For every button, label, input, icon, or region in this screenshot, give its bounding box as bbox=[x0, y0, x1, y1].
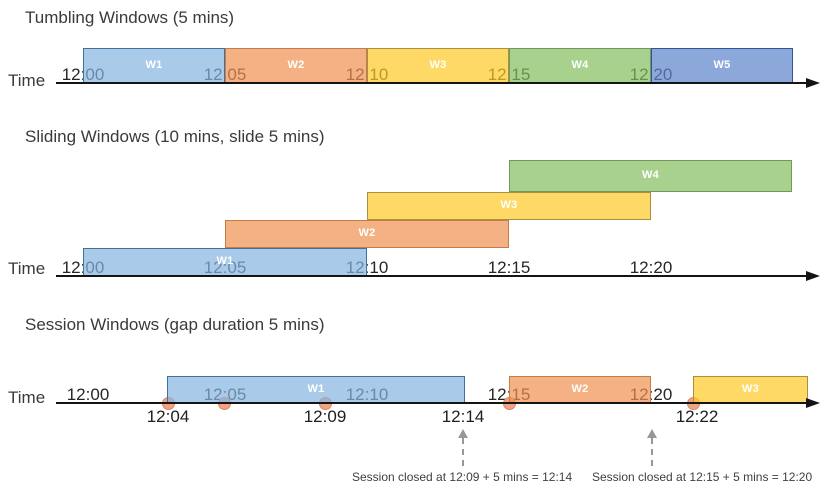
session-windows-window-w2 bbox=[509, 376, 651, 403]
session-windows-title: Session Windows (gap duration 5 mins) bbox=[25, 315, 325, 334]
session-time-axis-label: Time bbox=[8, 388, 46, 407]
sliding-windows-window-w2 bbox=[225, 220, 509, 248]
session-windows-callout-arrowhead-icon-0 bbox=[458, 429, 468, 438]
tumbling-windows-window-label-w1: W1 bbox=[145, 58, 163, 71]
tumbling-windows-window-label-w5: W5 bbox=[713, 58, 731, 71]
session-windows-callout-dashed-line-0 bbox=[462, 438, 464, 466]
sliding-windows-window-label-w2: W2 bbox=[358, 227, 376, 239]
session-windows-event-time-label-3: 12:22 bbox=[675, 407, 719, 426]
tumbling-windows-title: Tumbling Windows (5 mins) bbox=[25, 8, 235, 27]
sliding-windows-axis-line bbox=[56, 275, 806, 277]
sliding-windows-window-w1 bbox=[83, 248, 367, 276]
session-windows-axis-line bbox=[56, 402, 806, 404]
tumbling-windows-axis-arrowhead-icon bbox=[806, 78, 820, 88]
session-windows-window-label-w3: W3 bbox=[741, 382, 760, 395]
sliding-windows-window-label-w1: W1 bbox=[216, 255, 234, 267]
sliding-windows-window-w3 bbox=[367, 192, 651, 220]
session-windows-event-time-label-2: 12:14 bbox=[441, 407, 485, 426]
tumbling-time-axis-label: Time bbox=[8, 71, 46, 90]
sliding-windows-window-w4 bbox=[509, 160, 792, 192]
tumbling-windows-window-label-w2: W2 bbox=[287, 58, 305, 71]
sliding-windows-title: Sliding Windows (10 mins, slide 5 mins) bbox=[25, 127, 325, 146]
session-windows-callout-dashed-line-1 bbox=[651, 438, 653, 466]
tumbling-windows-window-label-w4: W4 bbox=[571, 58, 589, 71]
sliding-windows-tick-label-3: 12:15 bbox=[487, 258, 531, 277]
session-windows-callout-arrowhead-icon-1 bbox=[647, 429, 657, 438]
session-windows-event-time-label-0: 12:04 bbox=[146, 407, 190, 426]
session-windows-axis-arrowhead-icon bbox=[806, 398, 820, 408]
session-windows-window-label-w2: W2 bbox=[571, 382, 589, 395]
session-windows-callout-text-0: Session closed at 12:09 + 5 mins = 12:14 bbox=[352, 470, 573, 484]
sliding-windows-axis-arrowhead-icon bbox=[806, 271, 820, 281]
tumbling-windows-axis-line bbox=[56, 82, 806, 84]
sliding-windows-tick-label-4: 12:20 bbox=[629, 258, 673, 277]
session-windows-callout-text-1: Session closed at 12:15 + 5 mins = 12:20 bbox=[592, 470, 813, 484]
session-windows-event-time-label-1: 12:09 bbox=[303, 407, 347, 426]
tumbling-windows-window-w2 bbox=[225, 48, 367, 83]
sliding-time-axis-label: Time bbox=[8, 259, 46, 278]
tumbling-windows-window-label-w3: W3 bbox=[429, 58, 447, 71]
session-windows-window-w1 bbox=[167, 376, 465, 403]
tumbling-windows-window-w4 bbox=[509, 48, 651, 83]
sliding-windows-window-label-w3: W3 bbox=[500, 199, 518, 211]
session-windows-window-label-w1: W1 bbox=[307, 382, 325, 395]
sliding-windows-window-label-w4: W4 bbox=[641, 169, 660, 181]
session-windows-tick-label-0: 12:00 bbox=[66, 385, 110, 404]
